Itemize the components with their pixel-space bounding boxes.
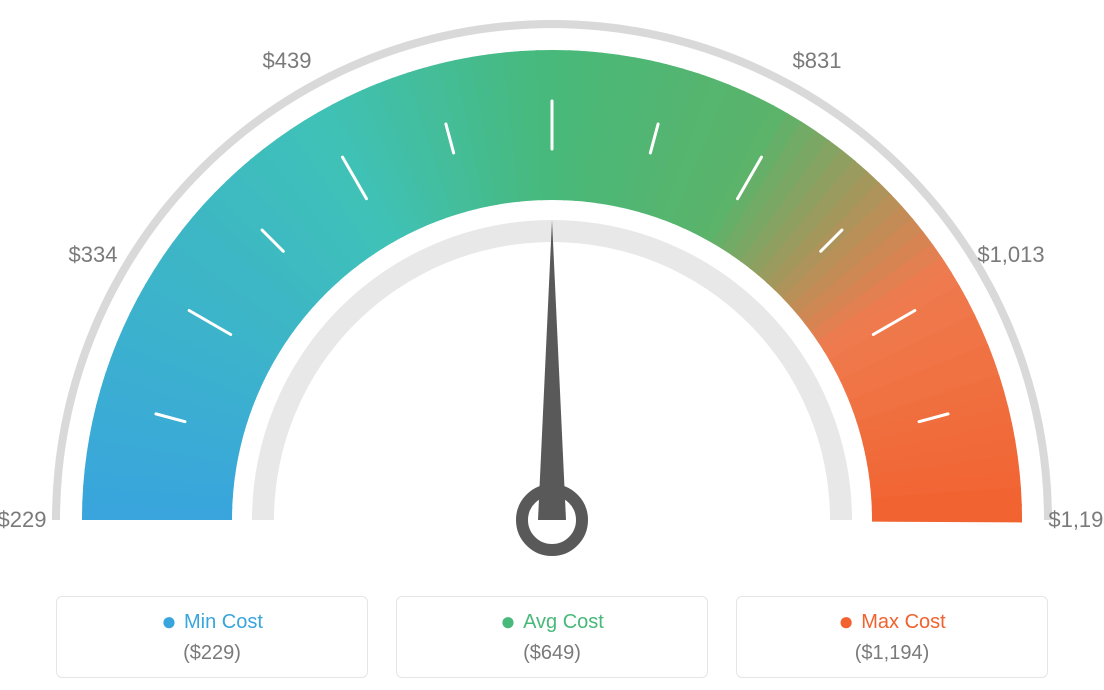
legend-title-text-max: Max Cost <box>861 611 945 633</box>
legend-title-min: ● Min Cost <box>57 611 367 634</box>
gauge-tick-label: $229 <box>0 507 46 533</box>
legend-card-max: ● Max Cost ($1,194) <box>736 596 1048 678</box>
legend-value-min: ($229) <box>57 642 367 665</box>
legend-dot-min: ● <box>161 606 184 636</box>
legend-title-avg: ● Avg Cost <box>397 611 707 634</box>
gauge-svg <box>0 0 1104 560</box>
legend-row: ● Min Cost ($229) ● Avg Cost ($649) ● Max Co… <box>0 596 1104 678</box>
gauge-tick-label: $1,194 <box>1048 507 1104 533</box>
legend-title-max: ● Max Cost <box>737 611 1047 634</box>
gauge-tick-label: $1,013 <box>977 242 1044 268</box>
gauge-tick-label: $649 <box>528 0 577 3</box>
gauge-needle <box>538 220 566 520</box>
gauge-tick-label: $831 <box>793 48 842 74</box>
legend-card-min: ● Min Cost ($229) <box>56 596 368 678</box>
chart-container: $229 $334 $439 $649 $831 $1,013 $1,194 ● Min C… <box>0 0 1104 690</box>
gauge-tick-label: $334 <box>69 242 118 268</box>
gauge-area: $229 $334 $439 $649 $831 $1,013 $1,194 <box>0 0 1104 560</box>
legend-value-avg: ($649) <box>397 642 707 665</box>
legend-card-avg: ● Avg Cost ($649) <box>396 596 708 678</box>
legend-title-text-avg: Avg Cost <box>523 611 604 633</box>
legend-title-text-min: Min Cost <box>184 611 263 633</box>
legend-value-max: ($1,194) <box>737 642 1047 665</box>
legend-dot-max: ● <box>838 606 861 636</box>
legend-dot-avg: ● <box>500 606 523 636</box>
gauge-tick-label: $439 <box>263 48 312 74</box>
